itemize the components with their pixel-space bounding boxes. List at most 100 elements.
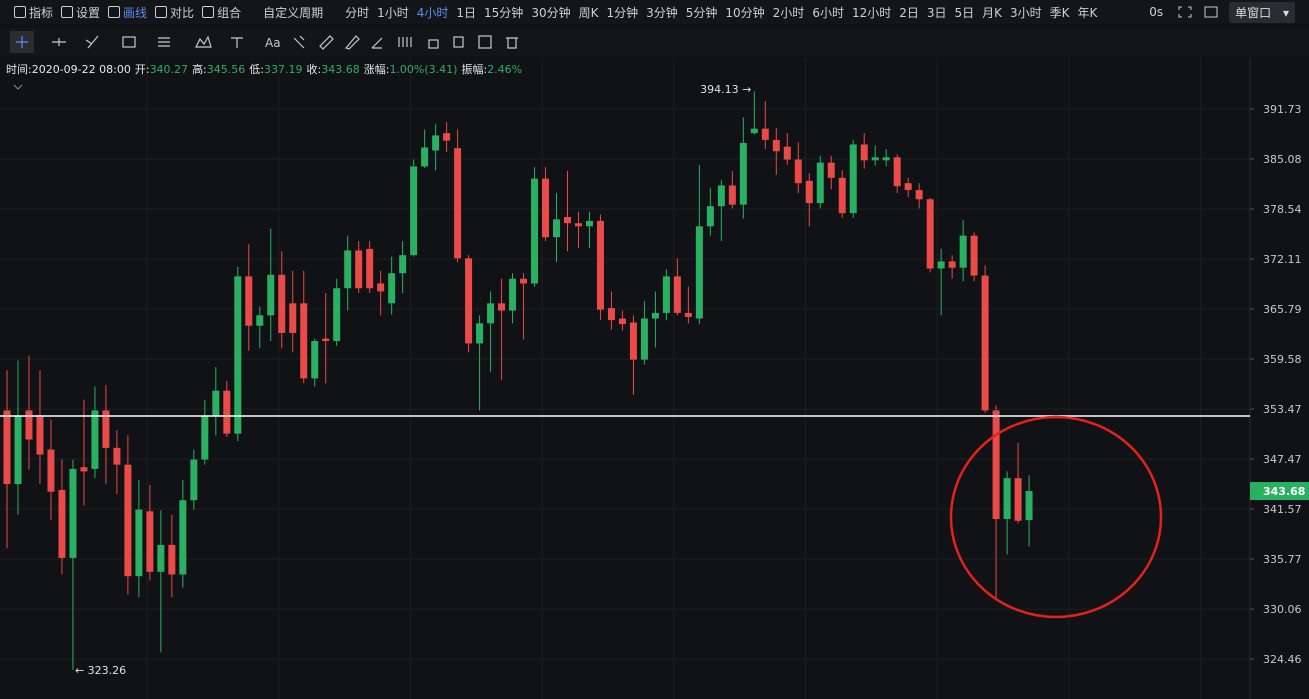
candle-body [399, 255, 407, 274]
period-button[interactable]: 12小时 [851, 5, 892, 20]
copy-tool[interactable] [453, 36, 464, 48]
tool-label: 画线 [123, 5, 148, 20]
fib-tool[interactable] [158, 37, 170, 47]
candle-body [750, 128, 758, 134]
candle-body [1003, 478, 1011, 520]
pattern-tool[interactable] [195, 35, 212, 48]
period-menu[interactable]: 自定义周期 [263, 5, 324, 20]
period-button[interactable]: 6小时 [812, 5, 844, 20]
tool-button[interactable]: 指标 [14, 4, 53, 21]
candle-body [563, 217, 571, 224]
y-tick-label: 391.73 [1263, 103, 1302, 116]
tool-label: 对比 [170, 5, 195, 20]
period-button[interactable]: 分时 [345, 5, 370, 20]
period-button[interactable]: 3日 [926, 5, 947, 20]
candle-tool[interactable] [398, 37, 412, 47]
candle-body [761, 128, 769, 140]
tool-group: 指标 设置 画线 对比 组合 [0, 4, 249, 21]
candle-body [937, 261, 945, 269]
y-tick-label: 359.58 [1263, 353, 1302, 366]
drawing-toolbar: Aa [0, 28, 1309, 56]
tool-icon [14, 5, 26, 18]
quote-label: 振幅: [461, 63, 488, 76]
candle-body [992, 410, 1000, 520]
window-mode[interactable]: 单窗口 ▾ [1229, 1, 1295, 23]
tool-button[interactable]: 画线 [108, 4, 147, 21]
line-tool[interactable] [52, 38, 66, 46]
candle-body [377, 283, 385, 292]
hide-tool[interactable] [478, 35, 492, 49]
last-price-tag [1250, 482, 1309, 501]
candle-body [706, 206, 714, 227]
quote-label: 收: [306, 63, 322, 76]
period-button[interactable]: 月K [982, 5, 1003, 20]
period-button[interactable]: 1日 [456, 5, 477, 20]
period-button[interactable]: 2小时 [772, 5, 805, 20]
period-button[interactable]: 周K [578, 5, 599, 20]
period-button[interactable]: 1小时 [377, 5, 409, 20]
candle-body [816, 162, 824, 204]
y-tick-label: 347.47 [1263, 453, 1302, 466]
period-button[interactable]: 15分钟 [484, 5, 524, 20]
period-button[interactable]: 1分钟 [606, 5, 639, 20]
period-button[interactable]: 10分钟 [725, 5, 765, 20]
candle-body [14, 415, 22, 485]
ruler-tool[interactable] [344, 35, 360, 50]
candle-body [531, 178, 539, 284]
max-label: 394.13 → [700, 83, 751, 96]
period-button[interactable]: 3小时 [1010, 5, 1042, 20]
expand-icon[interactable] [1177, 5, 1193, 19]
y-tick-label: 385.08 [1263, 153, 1302, 166]
candle-body [520, 278, 528, 284]
tool-icon [202, 5, 215, 18]
tool-button[interactable]: 对比 [155, 4, 194, 21]
candle-body [607, 308, 615, 321]
period-button[interactable]: 4小时 [416, 5, 449, 20]
period-button[interactable]: 季K [1049, 5, 1070, 20]
quote-value: 337.19 [264, 63, 303, 76]
candle-body [959, 235, 967, 268]
quote-label: 开: [134, 63, 150, 76]
candle-body [69, 468, 77, 558]
eraser-tool[interactable] [319, 35, 334, 50]
tool-icon [108, 5, 121, 18]
candle-body [179, 500, 187, 575]
lock-tool[interactable] [428, 39, 439, 49]
y-tick-label: 330.06 [1263, 603, 1302, 616]
candle-body [783, 146, 791, 160]
period-button[interactable]: 3分钟 [646, 5, 678, 20]
tool-button[interactable]: 组合 [202, 4, 241, 21]
brush-tool[interactable] [293, 35, 305, 49]
candle-body [717, 185, 725, 207]
pen-tool[interactable] [371, 37, 383, 49]
candle-body [871, 157, 879, 161]
period-button[interactable]: 5日 [954, 5, 975, 20]
refresh-rate[interactable]: 0s [1149, 5, 1164, 19]
candle-body [256, 315, 264, 326]
candle-body [245, 276, 253, 326]
crosshair-tool[interactable] [16, 36, 28, 48]
period-button[interactable]: 5分钟 [685, 5, 718, 20]
candle-body [168, 544, 176, 575]
candle-body [728, 185, 736, 205]
window-label: 单窗口 [1235, 5, 1272, 20]
fullscreen-icon[interactable] [1203, 5, 1219, 19]
candle-body [838, 177, 846, 214]
period-button[interactable]: 2日 [899, 5, 919, 20]
tool-label: 组合 [217, 5, 242, 20]
rect-tool[interactable] [122, 36, 136, 48]
period-button[interactable]: 年K [1077, 5, 1098, 20]
quote-value: 1.00%(3.41) [389, 63, 458, 76]
quote-label: 涨幅: [363, 63, 390, 76]
candle-body [695, 226, 703, 319]
candle-body [388, 273, 396, 304]
tool-button[interactable]: 设置 [61, 4, 100, 21]
candle-body [443, 133, 451, 141]
delete-tool[interactable] [506, 37, 518, 49]
quote-label: 高: [192, 63, 207, 76]
text-tool[interactable]: Aa [265, 36, 281, 50]
candle-body [640, 318, 648, 360]
measure-tool[interactable] [231, 37, 243, 48]
trend-tool[interactable] [85, 35, 99, 49]
period-button[interactable]: 30分钟 [531, 5, 571, 20]
